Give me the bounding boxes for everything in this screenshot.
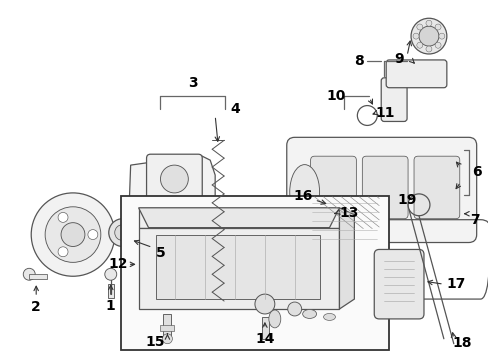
Circle shape (220, 214, 227, 222)
Bar (121, 196, 388, 350)
FancyBboxPatch shape (381, 78, 406, 121)
Polygon shape (339, 208, 354, 309)
Circle shape (287, 302, 301, 316)
Text: 6: 6 (471, 165, 481, 179)
Bar (107, 284, 114, 298)
Circle shape (425, 46, 431, 52)
Bar (29, 274, 47, 279)
Circle shape (297, 214, 305, 222)
Circle shape (271, 214, 279, 222)
Circle shape (194, 214, 202, 222)
Circle shape (23, 268, 35, 280)
Circle shape (412, 33, 418, 39)
Bar (160, 325, 174, 331)
Text: 15: 15 (145, 335, 165, 349)
Text: 13: 13 (339, 206, 358, 220)
Text: 5: 5 (155, 247, 165, 260)
FancyBboxPatch shape (413, 156, 459, 219)
Circle shape (418, 26, 438, 46)
Text: 2: 2 (31, 300, 41, 314)
Ellipse shape (414, 66, 442, 80)
Circle shape (88, 230, 98, 239)
Circle shape (410, 18, 446, 54)
Text: 11: 11 (375, 105, 394, 120)
Circle shape (145, 195, 205, 255)
Bar (262, 317, 268, 339)
FancyBboxPatch shape (373, 249, 423, 319)
Circle shape (438, 33, 444, 39)
Text: 4: 4 (230, 102, 240, 116)
Text: 8: 8 (354, 54, 364, 68)
Text: 10: 10 (326, 89, 346, 103)
Text: 3: 3 (188, 76, 198, 90)
Circle shape (58, 247, 68, 257)
Polygon shape (138, 208, 339, 228)
FancyBboxPatch shape (386, 60, 446, 88)
Ellipse shape (289, 165, 319, 219)
Circle shape (61, 223, 85, 247)
FancyBboxPatch shape (286, 137, 476, 243)
FancyBboxPatch shape (362, 156, 407, 219)
Circle shape (162, 334, 172, 344)
Text: 7: 7 (469, 213, 479, 227)
Circle shape (434, 24, 440, 30)
Text: 19: 19 (397, 193, 416, 207)
Circle shape (45, 207, 101, 262)
Text: 1: 1 (106, 299, 115, 313)
Polygon shape (138, 208, 339, 228)
Circle shape (144, 214, 152, 222)
FancyBboxPatch shape (146, 154, 202, 204)
Circle shape (323, 214, 331, 222)
Polygon shape (128, 155, 215, 269)
Circle shape (245, 214, 253, 222)
Circle shape (155, 205, 195, 244)
Polygon shape (138, 228, 339, 309)
Circle shape (416, 24, 422, 30)
Circle shape (434, 42, 440, 48)
Circle shape (254, 294, 274, 314)
Text: 12: 12 (108, 257, 127, 271)
Text: 9: 9 (393, 52, 403, 66)
Text: 16: 16 (292, 189, 312, 203)
Ellipse shape (302, 310, 316, 319)
Ellipse shape (268, 310, 280, 328)
Circle shape (425, 20, 431, 26)
Bar (155, 235, 319, 299)
Text: 14: 14 (255, 332, 274, 346)
Ellipse shape (418, 69, 438, 77)
Circle shape (115, 225, 130, 240)
Circle shape (31, 193, 115, 276)
FancyBboxPatch shape (310, 156, 356, 219)
Circle shape (168, 214, 176, 222)
Circle shape (108, 219, 136, 247)
Circle shape (416, 42, 422, 48)
Bar (309, 195, 379, 249)
Circle shape (104, 268, 117, 280)
Circle shape (160, 165, 188, 193)
Text: 17: 17 (445, 277, 465, 291)
Ellipse shape (323, 314, 335, 320)
Bar (163, 314, 171, 336)
Circle shape (58, 212, 68, 222)
Text: 18: 18 (451, 336, 470, 350)
